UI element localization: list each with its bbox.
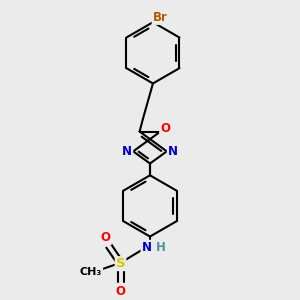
Text: O: O xyxy=(160,122,170,134)
Text: Br: Br xyxy=(153,11,167,24)
Text: O: O xyxy=(101,231,111,244)
Text: N: N xyxy=(122,145,132,158)
Text: H: H xyxy=(156,241,166,254)
Text: O: O xyxy=(116,285,126,298)
Text: CH₃: CH₃ xyxy=(80,268,102,278)
Text: S: S xyxy=(116,257,125,270)
Text: N: N xyxy=(142,241,152,254)
Text: N: N xyxy=(168,145,178,158)
